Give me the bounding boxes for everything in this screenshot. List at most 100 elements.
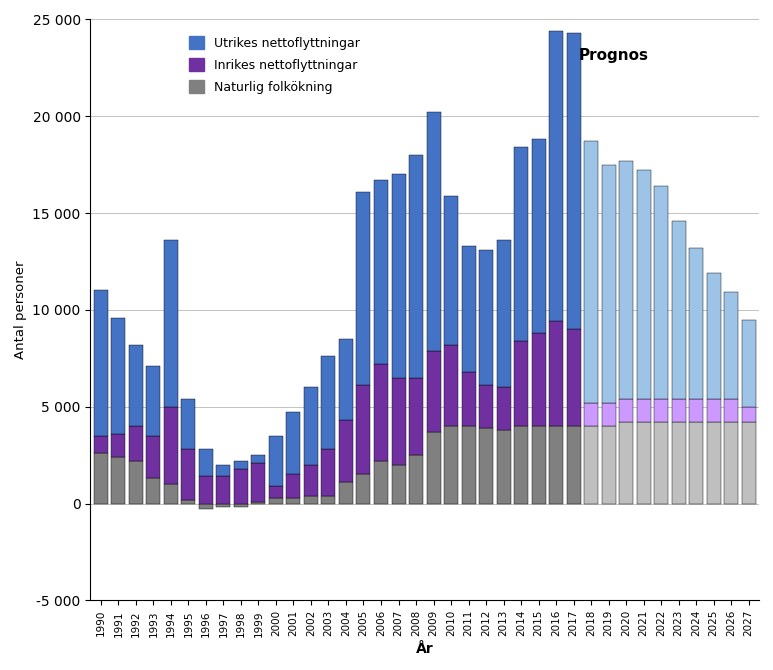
- Bar: [339, 420, 353, 482]
- Bar: [444, 345, 458, 426]
- Bar: [216, 476, 230, 504]
- Bar: [637, 422, 651, 504]
- Bar: [654, 186, 668, 399]
- Bar: [111, 318, 125, 433]
- Bar: [707, 422, 720, 504]
- Bar: [496, 240, 510, 387]
- Bar: [444, 196, 458, 345]
- Bar: [164, 484, 178, 504]
- Bar: [234, 468, 248, 504]
- Bar: [619, 399, 633, 422]
- Bar: [672, 221, 686, 399]
- Bar: [409, 455, 423, 504]
- Y-axis label: Antal personer: Antal personer: [14, 261, 27, 359]
- Bar: [216, 504, 230, 507]
- Bar: [461, 372, 475, 426]
- Bar: [619, 422, 633, 504]
- Bar: [707, 273, 720, 399]
- Bar: [129, 461, 143, 504]
- Bar: [409, 378, 423, 455]
- Bar: [549, 426, 563, 504]
- Bar: [164, 407, 178, 484]
- Bar: [619, 161, 633, 399]
- Bar: [356, 474, 370, 504]
- Bar: [689, 399, 703, 422]
- Bar: [427, 113, 441, 350]
- Bar: [287, 413, 301, 474]
- Bar: [637, 170, 651, 399]
- Bar: [356, 192, 370, 385]
- X-axis label: År: År: [416, 642, 434, 656]
- Bar: [304, 387, 318, 465]
- Bar: [444, 426, 458, 504]
- Bar: [129, 345, 143, 426]
- Bar: [689, 422, 703, 504]
- Bar: [479, 250, 493, 385]
- Bar: [724, 422, 738, 504]
- Bar: [111, 457, 125, 504]
- Bar: [601, 165, 615, 403]
- Bar: [479, 385, 493, 428]
- Bar: [182, 399, 196, 450]
- Bar: [129, 426, 143, 461]
- Bar: [111, 433, 125, 457]
- Bar: [251, 502, 265, 504]
- Bar: [532, 426, 546, 504]
- Bar: [496, 430, 510, 504]
- Bar: [496, 387, 510, 430]
- Bar: [269, 498, 283, 504]
- Bar: [234, 461, 248, 468]
- Bar: [724, 399, 738, 422]
- Bar: [391, 174, 406, 378]
- Legend: Utrikes nettoflyttningar, Inrikes nettoflyttningar, Naturlig folkökning: Utrikes nettoflyttningar, Inrikes nettof…: [184, 31, 365, 98]
- Bar: [269, 436, 283, 486]
- Bar: [741, 422, 756, 504]
- Bar: [146, 366, 161, 436]
- Bar: [234, 504, 248, 507]
- Bar: [251, 463, 265, 502]
- Bar: [741, 320, 756, 407]
- Bar: [146, 478, 161, 504]
- Bar: [672, 399, 686, 422]
- Bar: [567, 426, 581, 504]
- Bar: [549, 322, 563, 426]
- Bar: [322, 356, 335, 450]
- Bar: [304, 496, 318, 504]
- Bar: [339, 339, 353, 420]
- Bar: [199, 476, 213, 504]
- Bar: [427, 432, 441, 504]
- Bar: [216, 465, 230, 476]
- Bar: [567, 329, 581, 426]
- Bar: [356, 385, 370, 474]
- Bar: [374, 461, 388, 504]
- Bar: [637, 399, 651, 422]
- Bar: [287, 498, 301, 504]
- Bar: [427, 350, 441, 432]
- Bar: [146, 436, 161, 478]
- Bar: [479, 428, 493, 504]
- Bar: [584, 403, 598, 426]
- Bar: [514, 341, 528, 426]
- Bar: [724, 292, 738, 399]
- Bar: [584, 426, 598, 504]
- Bar: [374, 364, 388, 461]
- Bar: [251, 455, 265, 463]
- Bar: [164, 240, 178, 407]
- Bar: [199, 450, 213, 476]
- Bar: [461, 246, 475, 372]
- Bar: [339, 482, 353, 504]
- Bar: [94, 453, 108, 504]
- Bar: [549, 31, 563, 322]
- Bar: [322, 496, 335, 504]
- Bar: [532, 333, 546, 426]
- Bar: [94, 436, 108, 453]
- Bar: [269, 486, 283, 498]
- Bar: [654, 422, 668, 504]
- Bar: [461, 426, 475, 504]
- Bar: [584, 141, 598, 403]
- Bar: [182, 500, 196, 504]
- Bar: [391, 465, 406, 504]
- Bar: [601, 403, 615, 426]
- Bar: [182, 450, 196, 500]
- Bar: [374, 180, 388, 364]
